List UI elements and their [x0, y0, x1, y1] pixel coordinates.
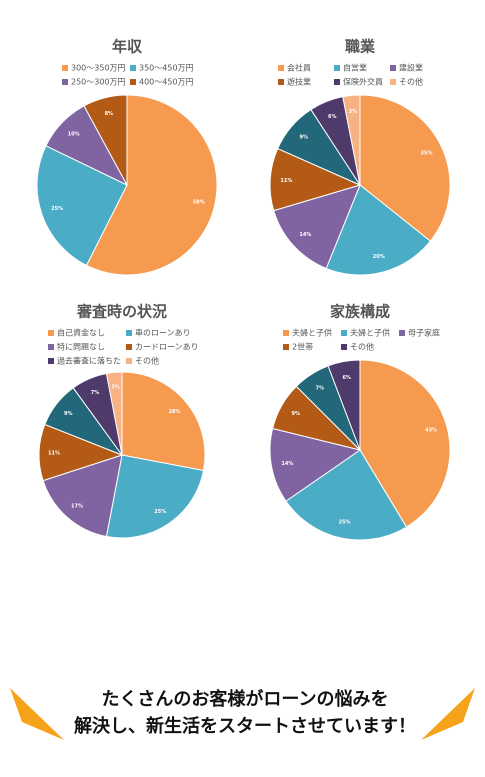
- legend-swatch: [126, 330, 132, 336]
- pie-slice: [121, 371, 206, 472]
- data-label: 9%: [291, 411, 300, 417]
- data-label: 20%: [373, 254, 385, 260]
- data-label: 6%: [328, 114, 337, 120]
- data-label: 25%: [51, 206, 63, 212]
- pie-slice: [325, 184, 432, 276]
- pie-slice: [269, 147, 362, 212]
- legend-label: 400〜450万円: [139, 78, 194, 87]
- legend-swatch: [48, 330, 54, 336]
- legend-label: 遊技業: [287, 77, 311, 87]
- legend-label: カードローンあり: [135, 343, 199, 352]
- data-label: 6%: [342, 375, 351, 381]
- pie-slice: [269, 427, 362, 502]
- legend-label: 2世帯: [292, 342, 313, 352]
- data-label: 10%: [68, 132, 80, 138]
- pie-slice: [359, 359, 451, 528]
- data-label: 11%: [48, 450, 60, 456]
- legend-label: 母子家庭: [408, 328, 440, 338]
- legend-swatch: [390, 65, 396, 71]
- legend-label: その他: [135, 356, 159, 366]
- data-label: 28%: [168, 409, 180, 415]
- legend-label: 250〜300万円: [71, 78, 126, 87]
- pie-slice: [105, 371, 123, 456]
- legend-swatch: [48, 344, 54, 350]
- data-label: 7%: [91, 390, 100, 396]
- legend-swatch: [283, 344, 289, 350]
- legend-swatch: [334, 65, 340, 71]
- legend-swatch: [48, 358, 54, 364]
- legend-swatch: [341, 330, 347, 336]
- data-label: 8%: [105, 111, 114, 117]
- legend-label: 自営業: [343, 63, 367, 73]
- pie-slice: [359, 94, 451, 242]
- legend-swatch: [62, 79, 68, 85]
- legend-label: 会社員: [287, 63, 311, 73]
- data-label: 3%: [111, 385, 120, 391]
- left-accent: [10, 688, 64, 740]
- chart-title: 職業: [345, 38, 376, 56]
- legend-swatch: [130, 65, 136, 71]
- pie-slice: [83, 94, 128, 186]
- footer-line: 解決し、新生活をスタートさせています！: [74, 715, 416, 737]
- data-label: 35%: [421, 150, 433, 156]
- pie-slice: [85, 94, 218, 276]
- chart-title: 家族構成: [330, 303, 390, 321]
- legend-swatch: [126, 358, 132, 364]
- legend-swatch: [390, 79, 396, 85]
- legend-label: 300〜350万円: [71, 64, 126, 73]
- legend-swatch: [126, 344, 132, 350]
- legend-label: 特に問題なし: [57, 342, 105, 352]
- chart-title: 審査時の状況: [76, 303, 167, 321]
- pie-slice: [273, 184, 361, 270]
- pie-slice: [105, 454, 205, 539]
- data-label: 3%: [349, 109, 358, 115]
- data-label: 43%: [425, 428, 437, 434]
- data-label: 11%: [280, 178, 292, 184]
- data-label: 25%: [339, 520, 351, 526]
- legend-label: その他: [399, 77, 423, 87]
- legend-label: その他: [350, 342, 374, 352]
- pie-slice: [285, 449, 408, 541]
- chart-title: 年収: [112, 38, 143, 56]
- legend-label: 夫婦と子供: [292, 328, 332, 338]
- legend-swatch: [62, 65, 68, 71]
- data-label: 25%: [154, 509, 166, 515]
- legend-swatch: [130, 79, 136, 85]
- legend-label: 過去審査に落ちた: [57, 356, 121, 366]
- data-label: 58%: [193, 200, 205, 206]
- data-label: 17%: [71, 504, 83, 510]
- legend-swatch: [334, 79, 340, 85]
- pie-slice: [327, 359, 361, 451]
- data-label: 9%: [64, 411, 73, 417]
- legend-swatch: [278, 65, 284, 71]
- data-label: 14%: [299, 232, 311, 238]
- pie-slice: [342, 94, 361, 186]
- footer-line: たくさんのお客様がローンの悩みを: [101, 688, 388, 710]
- data-label: 14%: [281, 461, 293, 467]
- legend-swatch: [283, 330, 289, 336]
- pie-slice: [36, 145, 128, 267]
- data-label: 9%: [300, 135, 309, 141]
- legend-label: 車のローンあり: [135, 328, 191, 338]
- legend-swatch: [278, 79, 284, 85]
- legend-label: 自己資金なし: [57, 328, 105, 338]
- legend-swatch: [341, 344, 347, 350]
- legend-label: 保険外交員: [343, 77, 383, 87]
- right-accent: [421, 688, 475, 740]
- legend-label: 夫婦と子供: [350, 328, 390, 338]
- legend-label: 建設業: [399, 63, 423, 73]
- legend-label: 350〜450万円: [139, 64, 194, 73]
- data-label: 7%: [316, 386, 325, 392]
- pie-slice: [42, 454, 123, 538]
- legend-swatch: [399, 330, 405, 336]
